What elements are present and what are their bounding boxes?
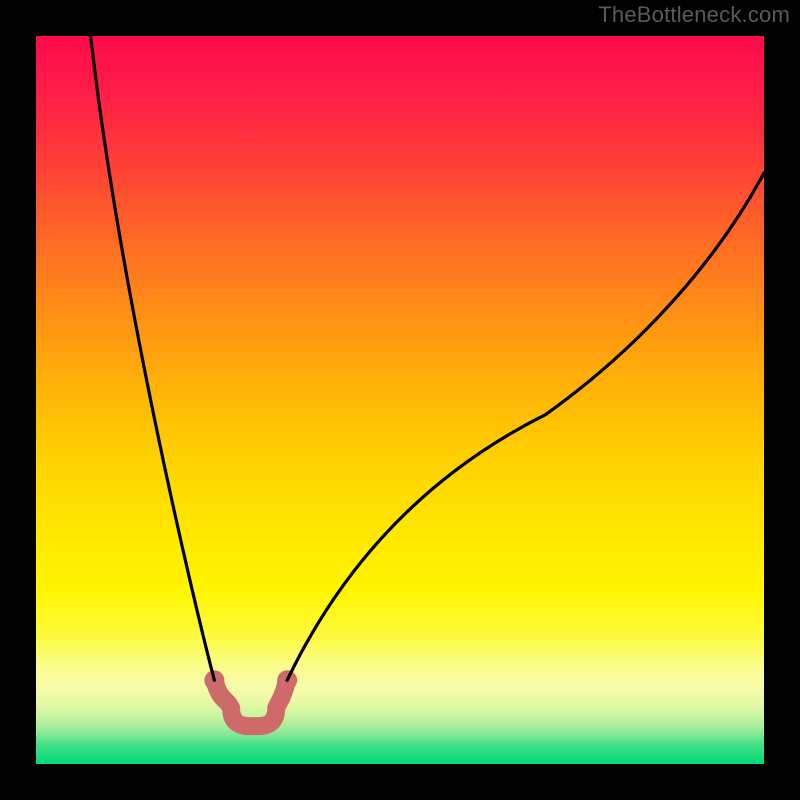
chart-svg bbox=[36, 36, 764, 764]
watermark-text: TheBottleneck.com bbox=[598, 2, 790, 28]
gradient-background bbox=[36, 36, 764, 764]
outer-frame bbox=[0, 0, 800, 800]
plot-area bbox=[36, 36, 764, 764]
